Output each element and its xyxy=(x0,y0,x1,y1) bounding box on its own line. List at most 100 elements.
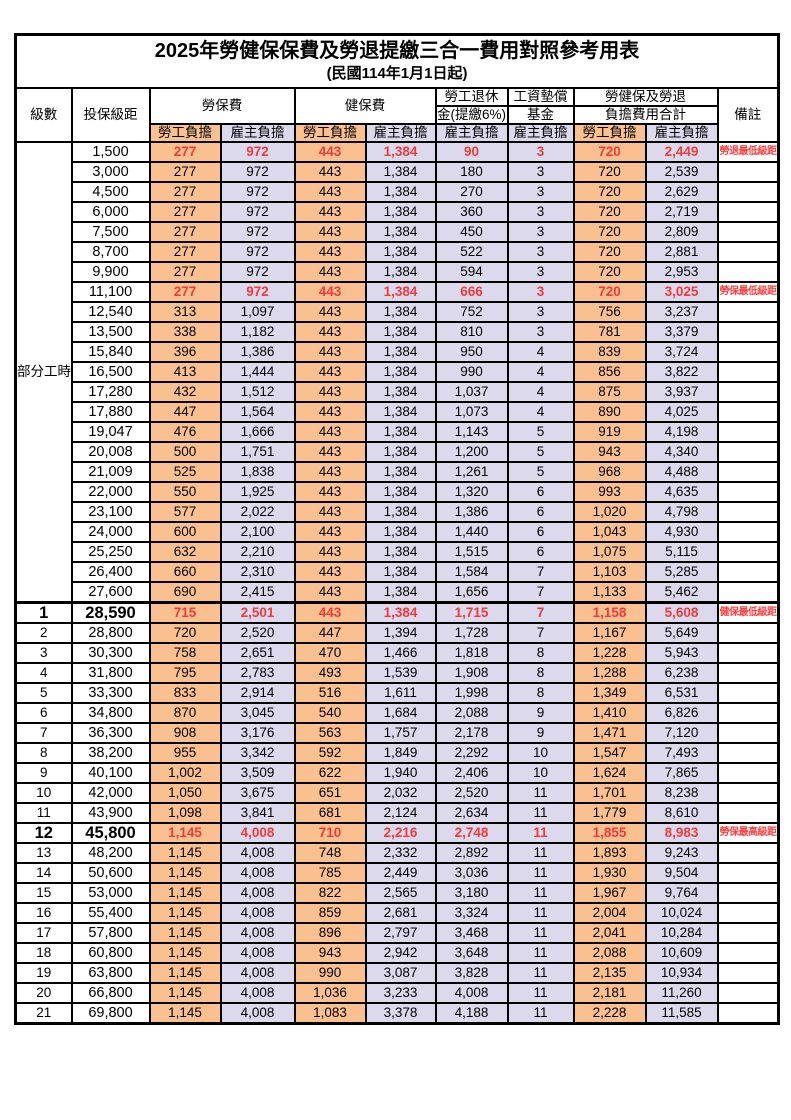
health-ins-employer-cell: 2,216 xyxy=(364,821,437,844)
level-cell: 8 xyxy=(14,741,73,764)
labor-ins-employer-cell: 2,520 xyxy=(219,621,296,644)
labor-ins-employee-cell: 1,145 xyxy=(148,841,222,864)
remark-cell xyxy=(716,941,780,964)
bracket-cell: 38,200 xyxy=(70,741,151,764)
health-ins-employer-cell: 1,384 xyxy=(364,440,437,463)
col-header-total-line1: 勞健保及勞退 xyxy=(572,86,719,107)
labor-ins-employer-cell: 2,415 xyxy=(219,580,296,603)
total-employee-cell: 1,075 xyxy=(572,540,647,563)
bracket-cell: 19,047 xyxy=(70,420,151,443)
level-cell: 15 xyxy=(14,881,73,904)
part-time-section-label: 部分工時 xyxy=(14,140,73,603)
health-ins-employer-cell: 1,384 xyxy=(364,560,437,583)
labor-ins-employer-cell: 2,501 xyxy=(219,600,296,624)
health-ins-employee-cell: 493 xyxy=(293,661,367,684)
health-ins-employee-cell: 896 xyxy=(293,921,367,944)
total-employer-cell: 10,284 xyxy=(644,921,719,944)
level-cell: 10 xyxy=(14,781,73,804)
health-ins-employer-cell: 2,681 xyxy=(364,901,437,924)
table-row: 8,700 277 972 443 1,384 522 3 720 2,881 xyxy=(16,240,780,263)
table-row: 11,100 277 972 443 1,384 666 3 720 3,025 勞保最低級距 xyxy=(16,280,780,303)
health-ins-employee-cell: 447 xyxy=(293,621,367,644)
level-cell: 6 xyxy=(14,701,73,724)
total-employee-cell: 856 xyxy=(572,360,647,383)
subheader-health-employer: 雇主負擔 xyxy=(364,122,437,143)
total-employee-cell: 756 xyxy=(572,300,647,323)
table-row: 10 42,000 1,050 3,675 651 2,032 2,520 11 1,701 8,… xyxy=(14,781,780,804)
wage-fund-employer-cell: 11 xyxy=(506,981,575,1004)
table-row: 9 40,100 1,002 3,509 622 1,940 2,406 10 1,624 7,8… xyxy=(14,761,780,784)
remark-cell xyxy=(716,160,780,183)
wage-fund-employer-cell: 3 xyxy=(506,200,575,223)
subheader-labor-employer: 雇主負擔 xyxy=(219,122,296,143)
table-row: 14 50,600 1,145 4,008 785 2,449 3,036 11 1,930 9,… xyxy=(14,861,780,884)
total-employee-cell: 720 xyxy=(572,140,647,163)
health-ins-employer-cell: 1,539 xyxy=(364,661,437,684)
table-row: 13 48,200 1,145 4,008 748 2,332 2,892 11 1,893 9,… xyxy=(14,841,780,864)
remark-cell xyxy=(716,320,780,343)
total-employer-cell: 3,822 xyxy=(644,360,719,383)
table-row: 8 38,200 955 3,342 592 1,849 2,292 10 1,547 7,493 xyxy=(14,741,780,764)
labor-ins-employee-cell: 413 xyxy=(148,360,222,383)
labor-ins-employer-cell: 3,045 xyxy=(219,701,296,724)
health-ins-employer-cell: 1,384 xyxy=(364,460,437,483)
pension-employer-cell: 3,036 xyxy=(434,861,509,884)
table-row: 3 30,300 758 2,651 470 1,466 1,818 8 1,228 5,943 xyxy=(14,641,780,664)
remark-cell xyxy=(716,841,780,864)
health-ins-employer-cell: 1,384 xyxy=(364,540,437,563)
level-cell: 9 xyxy=(14,761,73,784)
total-employer-cell: 4,025 xyxy=(644,400,719,423)
health-ins-employer-cell: 1,394 xyxy=(364,621,437,644)
health-ins-employee-cell: 443 xyxy=(293,220,367,243)
bracket-cell: 66,800 xyxy=(70,981,151,1004)
pension-employer-cell: 90 xyxy=(434,140,509,163)
remark-cell xyxy=(716,961,780,984)
wage-fund-employer-cell: 4 xyxy=(506,400,575,423)
labor-ins-employer-cell: 4,008 xyxy=(219,981,296,1004)
table-row: 部分工時 1,500 277 972 443 1,384 90 3 720 2,449 勞退最低級距 xyxy=(14,140,780,603)
health-ins-employee-cell: 443 xyxy=(293,260,367,283)
health-ins-employee-cell: 443 xyxy=(293,340,367,363)
health-ins-employer-cell: 3,233 xyxy=(364,981,437,1004)
total-employee-cell: 720 xyxy=(572,260,647,283)
table-row: 12,540 313 1,097 443 1,384 752 3 756 3,237 xyxy=(16,300,780,323)
total-employer-cell: 11,585 xyxy=(644,1001,719,1024)
total-employee-cell: 781 xyxy=(572,320,647,343)
pension-employer-cell: 1,818 xyxy=(434,641,509,664)
total-employer-cell: 7,865 xyxy=(644,761,719,784)
bracket-cell: 50,600 xyxy=(70,861,151,884)
table-row: 21 69,800 1,145 4,008 1,083 3,378 4,188 11 2,228… xyxy=(14,1001,780,1024)
pension-employer-cell: 3,468 xyxy=(434,921,509,944)
pension-employer-cell: 1,728 xyxy=(434,621,509,644)
health-ins-employee-cell: 1,083 xyxy=(293,1001,367,1024)
level-cell: 17 xyxy=(14,921,73,944)
wage-fund-employer-cell: 11 xyxy=(506,861,575,884)
labor-ins-employee-cell: 870 xyxy=(148,701,222,724)
remark-cell xyxy=(716,260,780,283)
wage-fund-employer-cell: 3 xyxy=(506,140,575,163)
health-ins-employee-cell: 443 xyxy=(293,440,367,463)
health-ins-employer-cell: 1,757 xyxy=(364,721,437,744)
table-body: 部分工時 1,500 277 972 443 1,384 90 3 720 2,449 勞退最低級距… xyxy=(14,140,780,1024)
labor-ins-employee-cell: 447 xyxy=(148,400,222,423)
health-ins-employer-cell: 1,384 xyxy=(364,580,437,603)
labor-ins-employer-cell: 1,386 xyxy=(219,340,296,363)
labor-ins-employee-cell: 600 xyxy=(148,520,222,543)
remark-cell: 勞保最高級距 xyxy=(716,821,780,844)
total-employee-cell: 1,228 xyxy=(572,641,647,664)
level-cell: 21 xyxy=(14,1001,73,1024)
bracket-cell: 20,008 xyxy=(70,440,151,463)
total-employee-cell: 2,041 xyxy=(572,921,647,944)
health-ins-employee-cell: 990 xyxy=(293,961,367,984)
table-row: 19 63,800 1,145 4,008 990 3,087 3,828 11 2,135 10… xyxy=(14,961,780,984)
labor-ins-employer-cell: 2,783 xyxy=(219,661,296,684)
labor-ins-employee-cell: 690 xyxy=(148,580,222,603)
remark-cell xyxy=(716,701,780,724)
pension-employer-cell: 1,261 xyxy=(434,460,509,483)
labor-ins-employer-cell: 972 xyxy=(219,240,296,263)
health-ins-employee-cell: 443 xyxy=(293,400,367,423)
bracket-cell: 40,100 xyxy=(70,761,151,784)
total-employer-cell: 4,340 xyxy=(644,440,719,463)
labor-ins-employee-cell: 758 xyxy=(148,641,222,664)
table-row: 1 28,590 715 2,501 443 1,384 1,715 7 1,158 5,608 健… xyxy=(14,600,780,624)
